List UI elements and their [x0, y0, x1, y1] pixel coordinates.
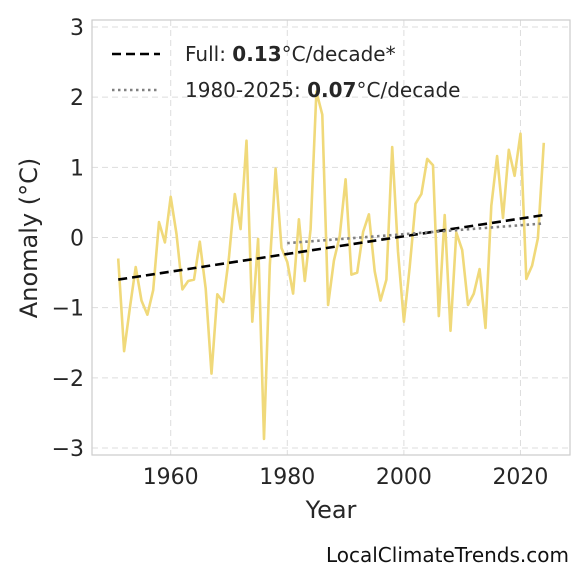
grid-lines [92, 20, 570, 455]
x-tick-label: 2000 [376, 465, 432, 490]
x-tick-label: 1960 [143, 465, 199, 490]
recent-trend-line [287, 222, 544, 245]
x-tick-label: 1980 [259, 465, 315, 490]
y-tick-label: 3 [70, 16, 84, 41]
anomaly-series-line [116, 90, 546, 441]
watermark: LocalClimateTrends.com [325, 543, 569, 567]
x-tick-label: 2020 [492, 465, 548, 490]
y-tick-label: −1 [52, 297, 84, 322]
y-tick-label: 1 [70, 156, 84, 181]
y-tick-label: 0 [70, 227, 84, 252]
tick-labels: 1960 1980 2000 2020 −3 −2 −1 0 1 2 3 [52, 16, 549, 490]
y-tick-label: 2 [70, 86, 84, 111]
y-axis-title: Anomaly (°C) [15, 158, 43, 318]
y-tick-label: −2 [52, 367, 84, 392]
x-axis-title: Year [305, 496, 357, 524]
legend: Full: 0.13°C/decade* 1980-2025: 0.07°C/d… [112, 42, 460, 102]
plot-frame [91, 19, 571, 456]
y-tick-label: −3 [52, 437, 84, 462]
legend-recent-label: 1980-2025: 0.07°C/decade [185, 78, 460, 102]
series-layer [116, 90, 546, 441]
legend-full-label: Full: 0.13°C/decade* [185, 42, 396, 66]
full-trend-line [118, 213, 544, 281]
